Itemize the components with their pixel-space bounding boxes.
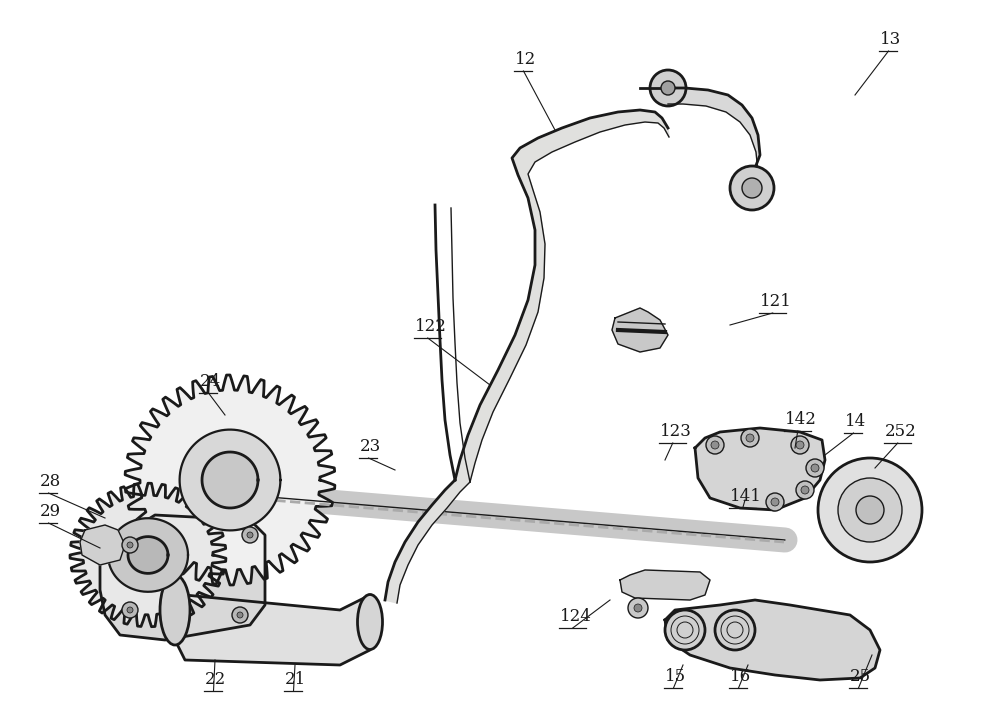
Polygon shape xyxy=(175,575,370,665)
Polygon shape xyxy=(202,452,258,508)
Text: 21: 21 xyxy=(285,671,306,688)
Circle shape xyxy=(806,459,824,477)
Circle shape xyxy=(741,429,759,447)
Circle shape xyxy=(771,498,779,506)
Text: 14: 14 xyxy=(845,413,866,430)
Polygon shape xyxy=(100,515,265,640)
Text: 29: 29 xyxy=(40,503,61,520)
Text: 123: 123 xyxy=(660,423,692,440)
Text: 121: 121 xyxy=(760,293,792,310)
Circle shape xyxy=(122,537,138,553)
Text: 25: 25 xyxy=(850,668,871,685)
Polygon shape xyxy=(128,536,168,574)
Polygon shape xyxy=(180,429,280,531)
Circle shape xyxy=(127,542,133,548)
Text: 13: 13 xyxy=(880,31,901,48)
Circle shape xyxy=(665,610,705,650)
Circle shape xyxy=(811,464,819,472)
Polygon shape xyxy=(108,518,188,592)
Circle shape xyxy=(242,527,258,543)
Circle shape xyxy=(818,458,922,562)
Text: 141: 141 xyxy=(730,488,762,505)
Polygon shape xyxy=(385,480,470,603)
Text: 252: 252 xyxy=(885,423,917,440)
Circle shape xyxy=(634,604,642,612)
Text: 12: 12 xyxy=(515,51,536,68)
Text: 122: 122 xyxy=(415,318,447,335)
Circle shape xyxy=(730,166,774,210)
Circle shape xyxy=(791,436,809,454)
Text: 22: 22 xyxy=(205,671,226,688)
Text: 16: 16 xyxy=(730,668,751,685)
Circle shape xyxy=(796,441,804,449)
Circle shape xyxy=(746,434,754,442)
Polygon shape xyxy=(612,308,668,352)
Text: 28: 28 xyxy=(40,473,61,490)
Polygon shape xyxy=(665,600,880,680)
Circle shape xyxy=(715,610,755,650)
Circle shape xyxy=(766,493,784,511)
Text: 142: 142 xyxy=(785,411,817,428)
Polygon shape xyxy=(668,88,760,192)
Circle shape xyxy=(127,607,133,613)
Circle shape xyxy=(237,612,243,618)
Text: 23: 23 xyxy=(360,438,381,455)
Polygon shape xyxy=(125,375,335,585)
Text: 24: 24 xyxy=(200,373,221,390)
Circle shape xyxy=(650,70,686,106)
Circle shape xyxy=(706,436,724,454)
Circle shape xyxy=(711,441,719,449)
Circle shape xyxy=(247,532,253,538)
Circle shape xyxy=(232,607,248,623)
Circle shape xyxy=(661,81,675,95)
Circle shape xyxy=(122,602,138,618)
Circle shape xyxy=(856,496,884,524)
Circle shape xyxy=(838,478,902,542)
Circle shape xyxy=(742,178,762,198)
Ellipse shape xyxy=(160,575,190,645)
Text: 124: 124 xyxy=(560,608,592,625)
Polygon shape xyxy=(80,525,125,565)
Circle shape xyxy=(801,486,809,494)
Text: 15: 15 xyxy=(665,668,686,685)
Circle shape xyxy=(628,598,648,618)
Ellipse shape xyxy=(358,595,382,650)
Polygon shape xyxy=(620,570,710,600)
Polygon shape xyxy=(455,110,669,482)
Polygon shape xyxy=(70,483,226,627)
Polygon shape xyxy=(695,428,825,510)
Circle shape xyxy=(796,481,814,499)
